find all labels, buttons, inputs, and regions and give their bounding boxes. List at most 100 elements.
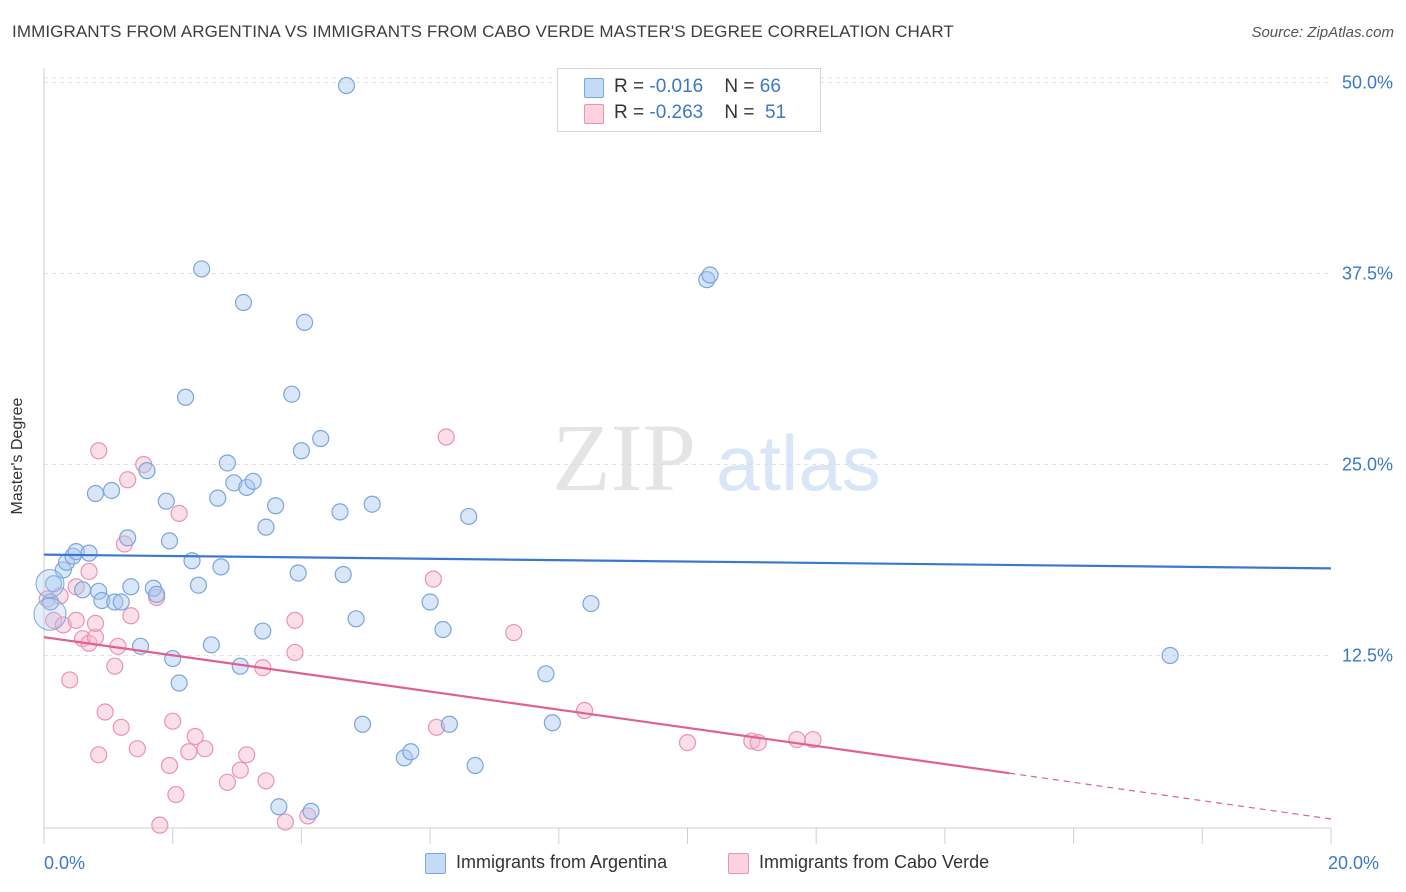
argentina-point <box>543 714 561 732</box>
argentina-point <box>312 429 330 448</box>
argentina-point <box>434 620 452 639</box>
argentina-point <box>93 591 111 610</box>
argentina-point <box>86 484 105 503</box>
cabo-verde-point <box>106 657 124 675</box>
argentina-point <box>257 518 275 536</box>
r-value: -0.263 <box>649 102 704 123</box>
y-tick-label: 12.5% <box>1342 646 1393 666</box>
cabo-verde-point <box>170 504 188 522</box>
argentina-point <box>218 454 236 472</box>
argentina-point <box>421 593 439 611</box>
cabo-verde-point <box>122 607 140 625</box>
argentina-point <box>148 585 166 603</box>
legend-swatch-argentina <box>584 78 604 98</box>
argentina-point <box>193 260 211 278</box>
argentina-point <box>64 547 82 565</box>
argentina-point <box>395 749 413 767</box>
cabo-verde-point <box>505 623 523 642</box>
cabo-verde-point <box>160 756 179 775</box>
argentina-point <box>363 495 381 513</box>
watermark-zip: ZIP <box>552 404 696 511</box>
cabo-verde-point <box>90 746 108 764</box>
y-tick-label: 50.0% <box>1342 73 1393 93</box>
n-value: 51 <box>765 102 787 123</box>
chart-title: IMMIGRANTS FROM ARGENTINA VS IMMIGRANTS … <box>12 22 954 41</box>
cabo-verde-point <box>45 611 63 629</box>
cabo-verde-point <box>276 813 294 831</box>
argentina-point <box>119 529 137 547</box>
bottom-legend-swatch-cabo-verde <box>728 853 749 874</box>
y-axis-label: Master's Degree <box>9 397 26 515</box>
argentina-point <box>267 497 285 515</box>
argentina-point <box>353 715 372 733</box>
argentina-point <box>90 582 108 600</box>
n-value: 66 <box>759 76 781 97</box>
cabo-verde-point <box>96 703 114 721</box>
cabo-verde-point <box>427 718 446 736</box>
stats-legend: R = -0.016 N = 66 R = -0.263 N = 51 <box>557 68 821 132</box>
cabo-verde-point <box>299 807 317 825</box>
y-tick-label: 37.5% <box>1342 264 1393 284</box>
trend-line-cabo-verde <box>43 636 1010 775</box>
argentina-point <box>102 481 121 500</box>
grid-lines <box>44 77 1331 656</box>
argentina-point <box>238 478 256 497</box>
argentina-point <box>289 564 307 582</box>
argentina-point <box>212 558 230 576</box>
cabo-verde-point <box>286 643 304 662</box>
cabo-verde-point <box>112 718 130 736</box>
cabo-verde-point <box>238 746 256 764</box>
argentina-point <box>106 593 124 611</box>
cabo-verde-point <box>678 733 697 752</box>
r-label: R = <box>614 76 650 97</box>
n-label: N = <box>724 102 760 123</box>
argentina-point <box>234 293 253 312</box>
legend-swatch-cabo-verde <box>584 104 604 124</box>
argentina-point <box>337 76 356 95</box>
argentina-point <box>45 575 63 593</box>
x-tick-label-min: 0.0% <box>44 853 86 873</box>
argentina-point <box>244 472 262 490</box>
argentina-point <box>122 578 140 596</box>
cabo-verde-point <box>61 671 79 689</box>
argentina-point <box>112 593 130 611</box>
cabo-verde-point <box>119 471 137 489</box>
x-tick-label-max: 20.0% <box>1328 853 1380 873</box>
watermark: ZIP atlas <box>552 404 881 511</box>
argentina-point <box>283 385 301 403</box>
cabo-verde-point <box>424 570 442 588</box>
argentina-point <box>176 388 195 406</box>
trend-lines <box>43 553 1332 820</box>
argentina-point <box>537 665 555 683</box>
legend-text: R = -0.263 N = 51 <box>614 102 786 124</box>
cabo-verde-point <box>54 616 72 634</box>
cabo-verde-point <box>86 614 105 633</box>
argentina-point <box>402 743 420 761</box>
cabo-verde-point <box>788 730 806 749</box>
y-tick-label: 25.0% <box>1342 455 1393 475</box>
argentina-point <box>41 593 60 611</box>
source-credit: Source: ZipAtlas.com <box>1251 24 1394 41</box>
watermark-atlas: atlas <box>716 419 881 507</box>
argentina-point <box>80 544 98 562</box>
cabo-verde-point <box>80 562 98 581</box>
argentina-point <box>698 271 716 289</box>
argentina-point <box>209 489 227 507</box>
bottom-legend-swatch-argentina <box>425 853 446 874</box>
argentina-point <box>582 594 600 613</box>
cabo-verde-point <box>67 611 85 629</box>
cabo-verde-point <box>167 785 185 804</box>
cabo-verde-point <box>575 701 594 720</box>
argentina-point <box>302 802 320 820</box>
argentina-point <box>334 565 352 584</box>
argentina-point <box>440 715 459 733</box>
argentina-point <box>225 474 243 492</box>
argentina-point <box>164 649 182 668</box>
legend-text: R = -0.016 N = 66 <box>614 76 781 98</box>
argentina-point-cluster <box>35 569 65 599</box>
cabo-verde-point <box>164 712 182 730</box>
trend-line-cabo-verde-extension <box>1009 772 1332 820</box>
argentina-point <box>202 636 220 654</box>
r-value: -0.016 <box>649 76 704 97</box>
